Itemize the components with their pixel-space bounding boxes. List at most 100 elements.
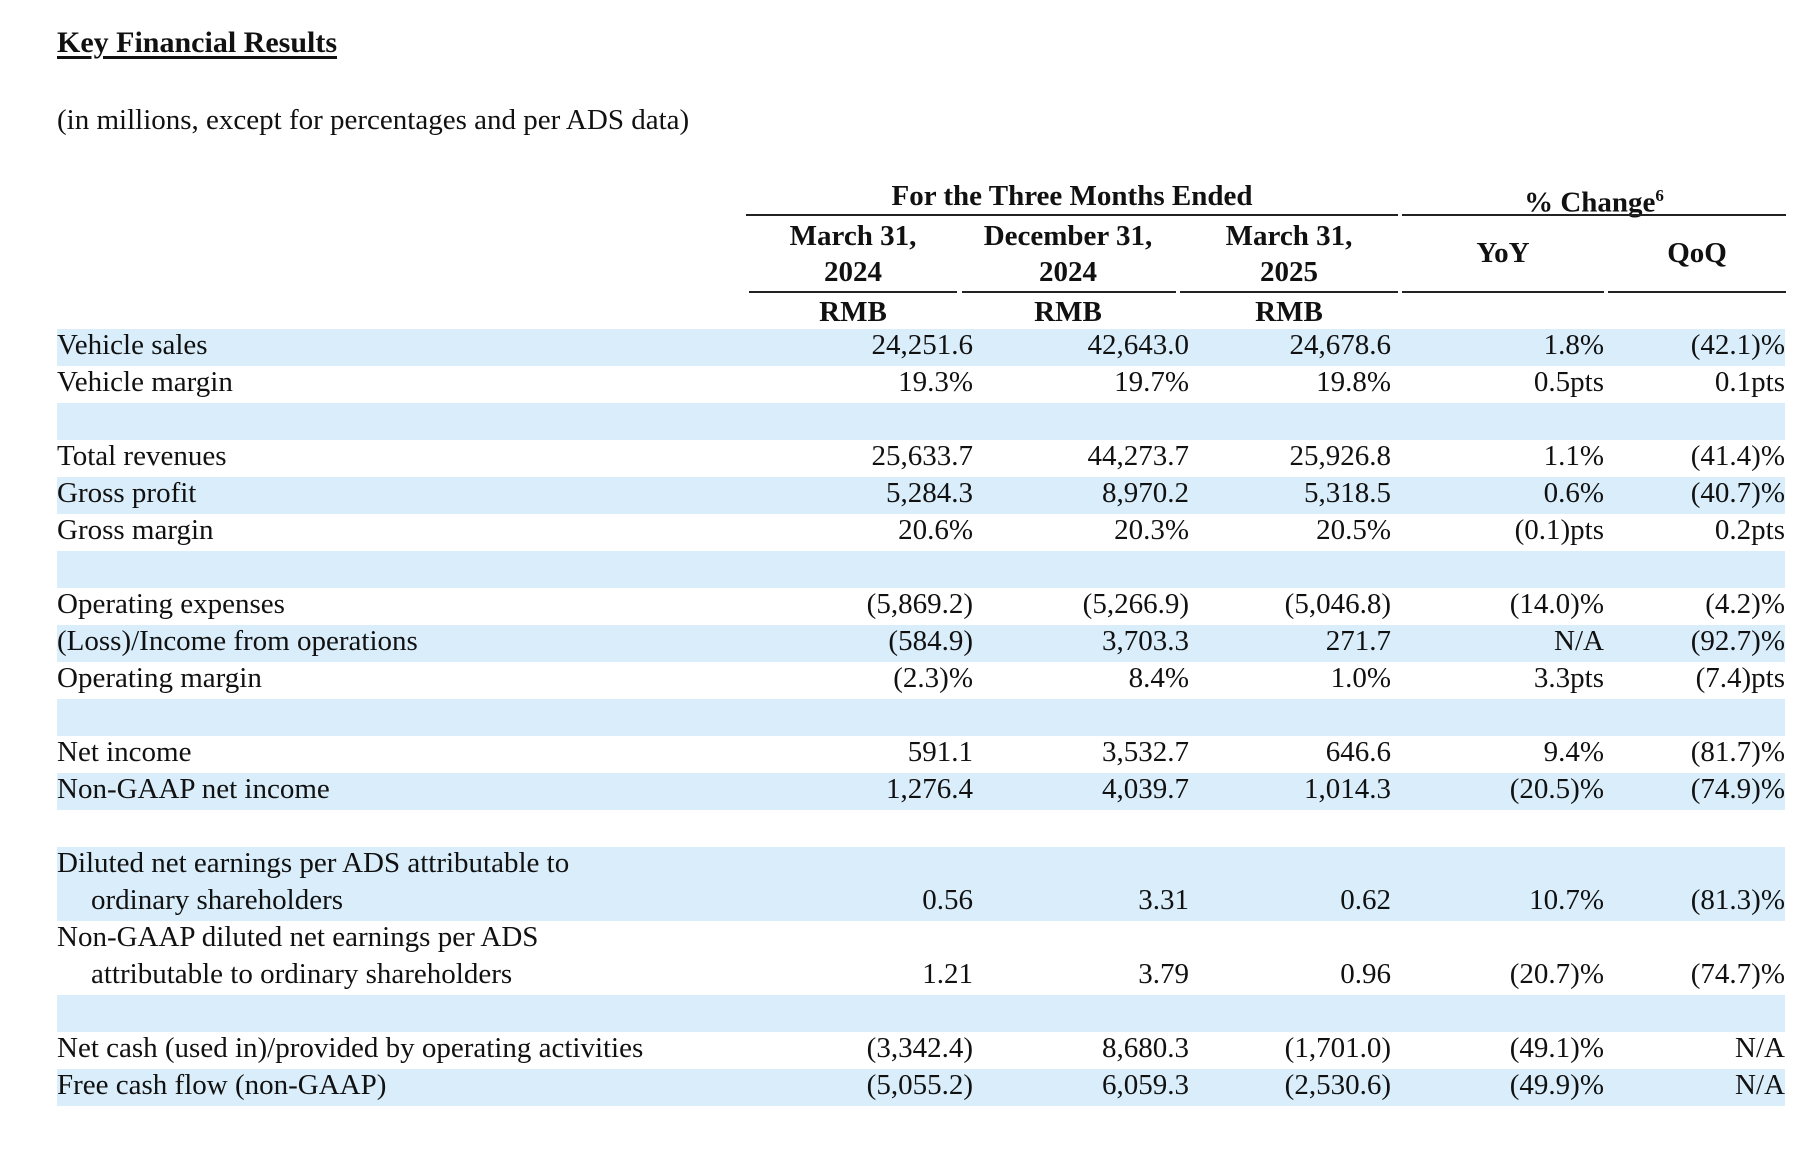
- table-cell: N/A: [1554, 625, 1604, 657]
- header-col-dec-2024: December 31, 2024: [960, 218, 1176, 290]
- header-col-rule-2: [962, 291, 1176, 293]
- table-cell: 271.7: [1325, 625, 1391, 657]
- table-row: Operating expenses (5,869.2) (5,266.9) (5,0…: [57, 588, 1785, 625]
- table-cell: 1,276.4: [886, 773, 973, 805]
- table-cell: 10.7%: [1529, 884, 1604, 916]
- table-cell: 44,273.7: [1087, 440, 1190, 472]
- table-cell: 20.3%: [1114, 514, 1189, 546]
- row-label-text: Operating margin: [57, 662, 262, 694]
- table-cell: (40.7)%: [1690, 477, 1785, 509]
- row-label: Operating margin: [57, 660, 262, 697]
- row-label-text: (Loss)/Income from operations: [57, 625, 418, 657]
- header-change-group: % Change6: [1402, 178, 1786, 221]
- spacer-row: [57, 995, 1785, 1032]
- table-row: Total revenues 25,633.7 44,273.7 25,926.8 1.…: [57, 440, 1785, 477]
- row-label-text: Total revenues: [57, 440, 227, 472]
- table-cell: (81.7)%: [1690, 736, 1785, 768]
- table-row: Non-GAAP net income 1,276.4 4,039.7 1,014.3…: [57, 773, 1785, 810]
- table-cell: (5,869.2): [866, 588, 973, 620]
- row-label-text: Vehicle sales: [57, 329, 208, 361]
- row-label-text: Free cash flow (non-GAAP): [57, 1069, 387, 1101]
- table-cell: 25,633.7: [871, 440, 974, 472]
- table-cell: 591.1: [907, 736, 973, 768]
- row-label: Gross margin: [57, 512, 214, 549]
- table-cell: (1,701.0): [1284, 1032, 1391, 1064]
- row-label: Free cash flow (non-GAAP): [57, 1067, 386, 1104]
- table-cell: (41.4)%: [1690, 440, 1785, 472]
- table-cell: 3,703.3: [1102, 625, 1189, 657]
- table-cell: (74.7)%: [1690, 958, 1785, 990]
- header-unit-mar-2024: RMB: [819, 296, 887, 328]
- table-cell: 5,318.5: [1304, 477, 1391, 509]
- header-period-group: For the Three Months Ended: [891, 180, 1253, 212]
- table-cell: 42,643.0: [1087, 329, 1190, 361]
- spacer-row: [57, 551, 1785, 588]
- table-cell: 1.1%: [1543, 440, 1604, 472]
- header-change-label: % Change: [1524, 186, 1656, 219]
- table-cell: (0.1)pts: [1514, 514, 1604, 546]
- table-row: Non-GAAP diluted net earnings per ADS att…: [57, 921, 1785, 995]
- table-cell: N/A: [1735, 1069, 1785, 1101]
- table-row: Vehicle margin 19.3% 19.7% 19.8% 0.5pts 0.1pt…: [57, 366, 1785, 403]
- table-cell: 24,251.6: [871, 329, 974, 361]
- table-cell: 1.21: [922, 958, 973, 990]
- table-row: Net income 591.1 3,532.7 646.6 9.4% (81.7)%: [57, 736, 1785, 773]
- table-cell: (81.3)%: [1690, 884, 1785, 916]
- table-cell: (5,266.9): [1082, 588, 1189, 620]
- row-label: Vehicle margin: [57, 364, 233, 401]
- table-cell: 20.6%: [898, 514, 973, 546]
- table-row: Vehicle sales 24,251.6 42,643.0 24,678.6 1.8…: [57, 329, 1785, 366]
- row-label-text: Net cash (used in)/provided by operating…: [57, 1032, 644, 1064]
- row-label: Gross profit: [57, 475, 196, 512]
- table-row: Net cash (used in)/provided by operating…: [57, 1032, 1785, 1069]
- table-cell: 0.62: [1340, 884, 1391, 916]
- header-col-rule-1: [749, 291, 957, 293]
- table-cell: (74.9)%: [1690, 773, 1785, 805]
- row-label-text: Net income: [57, 736, 192, 768]
- row-label: Net cash (used in)/provided by operating…: [57, 1030, 643, 1067]
- header-col-dec-2024-year: 2024: [1039, 256, 1097, 288]
- table-cell: 8,680.3: [1102, 1032, 1189, 1064]
- table-cell: 4,039.7: [1102, 773, 1189, 805]
- header-col-rule-3: [1180, 291, 1398, 293]
- table-cell: 24,678.6: [1289, 329, 1392, 361]
- row-label-text: Non-GAAP net income: [57, 773, 330, 805]
- table-cell: 25,926.8: [1289, 440, 1392, 472]
- header-col-mar-2025: March 31, 2025: [1180, 218, 1398, 290]
- row-label: Non-GAAP diluted net earnings per ADS att…: [57, 919, 538, 993]
- table-cell: 1,014.3: [1304, 773, 1391, 805]
- table-cell: (92.7)%: [1690, 625, 1785, 657]
- table-cell: 0.96: [1340, 958, 1391, 990]
- page-title: Key Financial Results: [57, 26, 338, 59]
- row-label: Vehicle sales: [57, 327, 208, 364]
- header-col-mar-2024: March 31, 2024: [749, 218, 957, 290]
- spacer-row: [57, 699, 1785, 736]
- table-row: (Loss)/Income from operations (584.9) 3,70…: [57, 625, 1785, 662]
- row-label-text-continued: ordinary shareholders: [91, 884, 344, 916]
- spacer-row: [57, 810, 1785, 847]
- table-cell: (584.9): [888, 625, 973, 657]
- row-label: Net income: [57, 734, 191, 771]
- table-cell: 3,532.7: [1102, 736, 1189, 768]
- row-label-text: Vehicle margin: [57, 366, 233, 398]
- table-cell: (14.0)%: [1509, 588, 1604, 620]
- header-col-dec-2024-date: December 31,: [983, 220, 1153, 252]
- table-cell: 6,059.3: [1102, 1069, 1189, 1101]
- table-row: Diluted net earnings per ADS attributabl…: [57, 847, 1785, 921]
- header-col-rule-4: [1402, 291, 1604, 293]
- table-cell: 19.7%: [1114, 366, 1189, 398]
- table-cell: 9.4%: [1543, 736, 1604, 768]
- header-change-footnote: 6: [1655, 186, 1664, 205]
- row-label: Diluted net earnings per ADS attributabl…: [57, 845, 569, 919]
- spacer-row: [57, 403, 1785, 440]
- table-cell: 0.56: [922, 884, 973, 916]
- table-cell: (42.1)%: [1690, 329, 1785, 361]
- table-cell: (5,055.2): [866, 1069, 973, 1101]
- table-cell: 19.3%: [898, 366, 973, 398]
- table-cell: (7.4)pts: [1695, 662, 1785, 694]
- table-row: Free cash flow (non-GAAP) (5,055.2) 6,059.…: [57, 1069, 1785, 1106]
- row-label-text: Non-GAAP diluted net earnings per ADS: [57, 921, 539, 953]
- table-cell: 8.4%: [1128, 662, 1189, 694]
- row-label: Operating expenses: [57, 586, 285, 623]
- table-cell: (20.5)%: [1509, 773, 1604, 805]
